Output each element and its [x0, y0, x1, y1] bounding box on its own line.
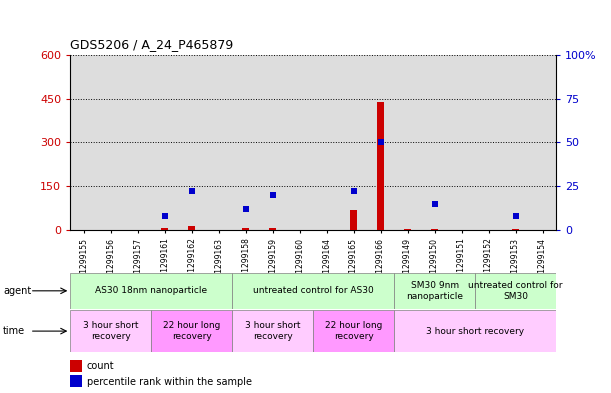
Text: 3 hour short
recovery: 3 hour short recovery: [245, 321, 301, 341]
Bar: [205, 55, 232, 230]
Bar: [475, 273, 556, 309]
Bar: [124, 55, 151, 230]
Bar: [394, 55, 421, 230]
Bar: [232, 55, 259, 230]
Bar: [421, 55, 448, 230]
Bar: [448, 55, 475, 230]
Bar: [152, 310, 232, 352]
Bar: [502, 55, 529, 230]
Text: time: time: [3, 326, 25, 336]
Text: untreated control for AS30: untreated control for AS30: [253, 286, 373, 295]
Bar: [394, 310, 556, 352]
Bar: [394, 273, 475, 309]
Bar: [475, 55, 502, 230]
Bar: [70, 375, 82, 387]
Bar: [340, 55, 367, 230]
Bar: [70, 55, 97, 230]
Bar: [529, 55, 556, 230]
Text: SM30 9nm
nanoparticle: SM30 9nm nanoparticle: [406, 281, 463, 301]
Bar: [259, 55, 286, 230]
Bar: [367, 55, 394, 230]
Bar: [350, 209, 357, 230]
Bar: [70, 360, 82, 372]
Bar: [377, 102, 384, 230]
Text: 22 hour long
recovery: 22 hour long recovery: [163, 321, 221, 341]
Bar: [243, 228, 249, 230]
Bar: [313, 310, 394, 352]
Bar: [161, 228, 168, 230]
Text: GDS5206 / A_24_P465879: GDS5206 / A_24_P465879: [70, 38, 233, 51]
Text: AS30 18nm nanoparticle: AS30 18nm nanoparticle: [95, 286, 207, 295]
Text: 3 hour short recovery: 3 hour short recovery: [426, 327, 524, 336]
Text: agent: agent: [3, 286, 31, 296]
Bar: [232, 310, 313, 352]
Bar: [232, 273, 394, 309]
Bar: [152, 55, 178, 230]
Bar: [97, 55, 124, 230]
Text: count: count: [87, 362, 114, 371]
Text: 3 hour short
recovery: 3 hour short recovery: [83, 321, 139, 341]
Text: untreated control for
SM30: untreated control for SM30: [468, 281, 563, 301]
Bar: [286, 55, 313, 230]
Bar: [70, 310, 152, 352]
Bar: [269, 228, 276, 230]
Bar: [178, 55, 205, 230]
Bar: [70, 273, 232, 309]
Bar: [313, 55, 340, 230]
Bar: [188, 226, 195, 230]
Text: percentile rank within the sample: percentile rank within the sample: [87, 376, 252, 387]
Text: 22 hour long
recovery: 22 hour long recovery: [325, 321, 382, 341]
